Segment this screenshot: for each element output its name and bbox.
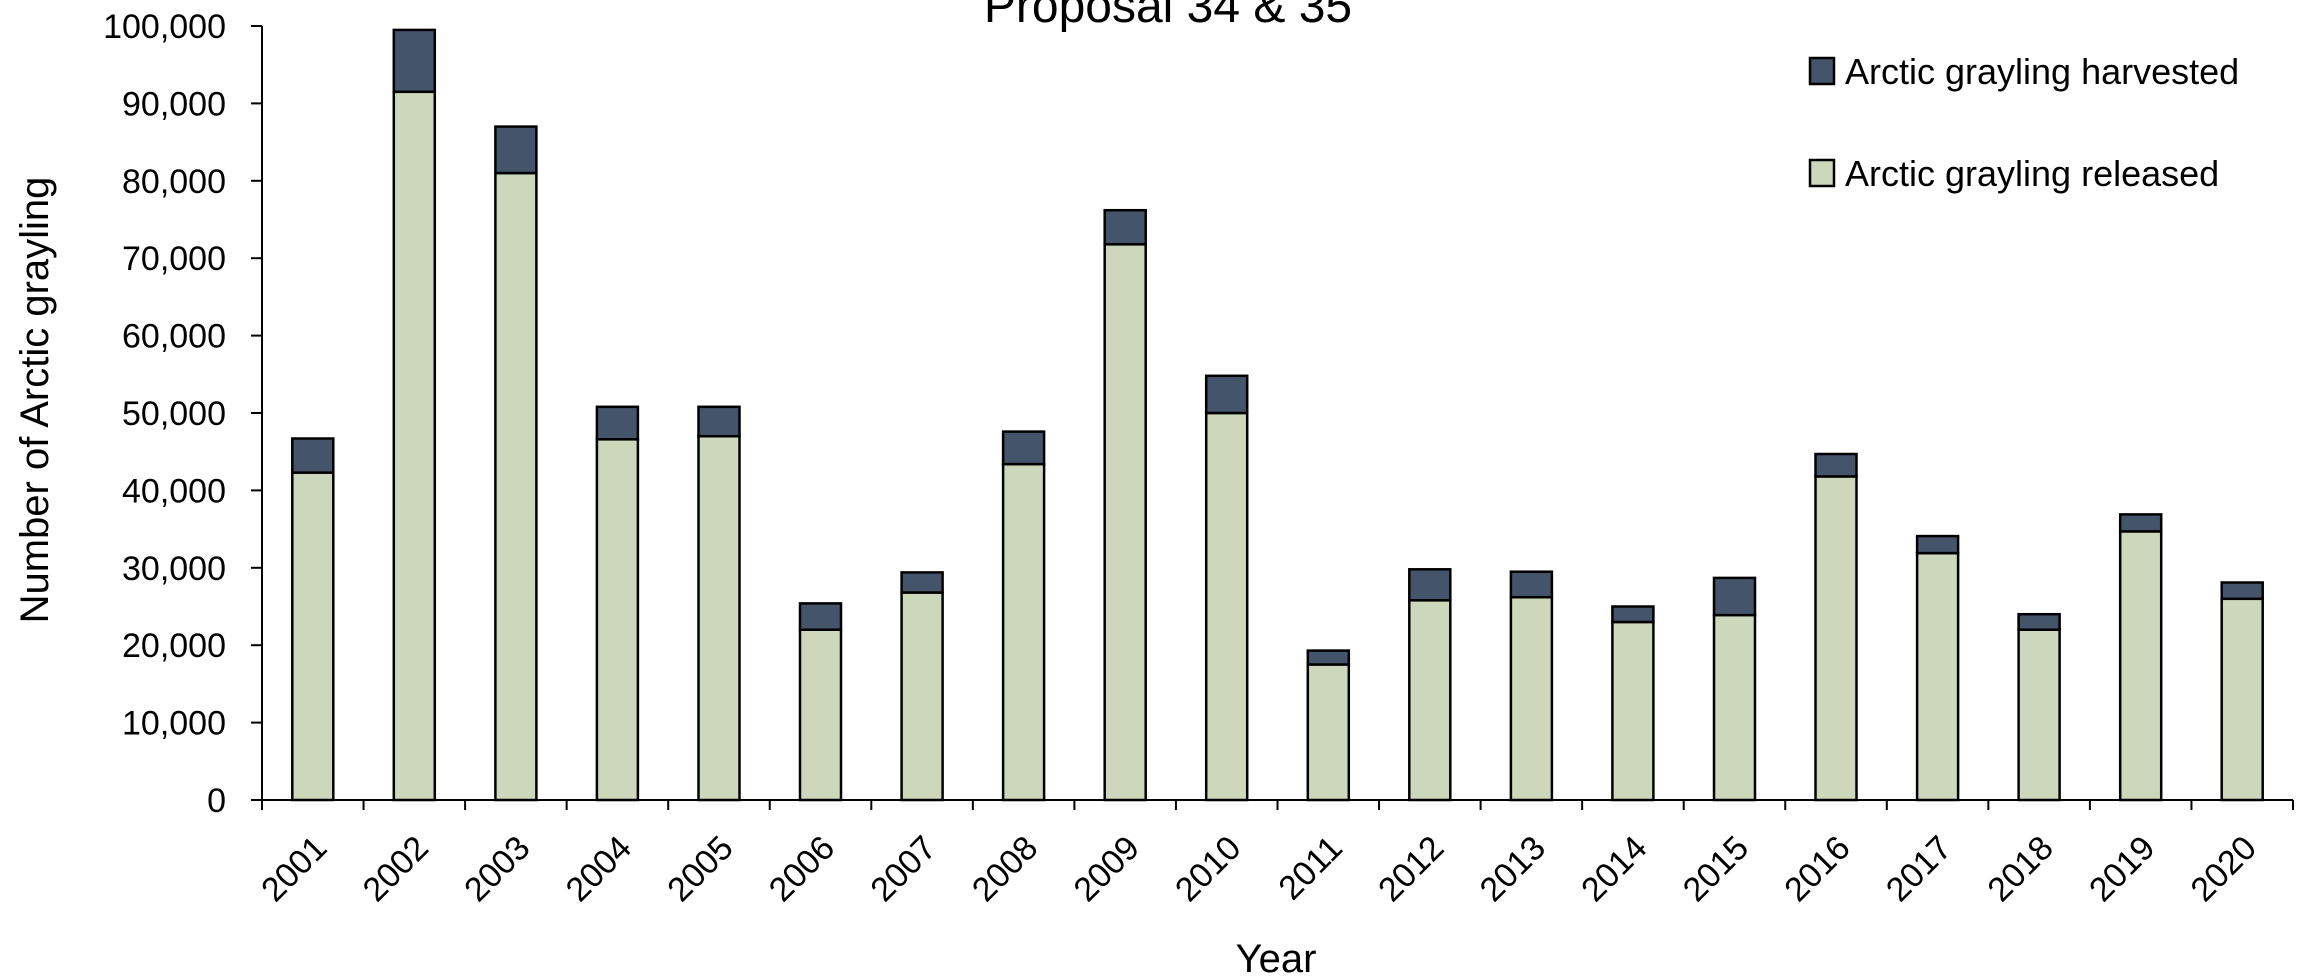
bar-released-2006	[798, 628, 843, 802]
x-tick-label-2008: 2008	[965, 829, 1045, 909]
y-tick-label-30000: 30,000	[122, 550, 226, 588]
bar-harvested-2014	[1611, 605, 1655, 624]
bar-harvested-2019	[2118, 513, 2163, 533]
y-tick-label-90000: 90,000	[122, 85, 226, 123]
x-tick-label-2018: 2018	[1980, 829, 2060, 909]
y-tick-label-10000: 10,000	[122, 705, 226, 743]
x-tick-label-2002: 2002	[356, 829, 436, 909]
bar-released-2001	[291, 471, 335, 802]
y-tick-label-60000: 60,000	[122, 318, 226, 356]
bar-harvested-2005	[697, 405, 741, 438]
x-tick-label-2006: 2006	[762, 829, 842, 909]
chart-title: Proposal 34 & 35	[984, 0, 1352, 33]
plot-area: 0 10,000 20,000 30,000 40,000 50,000 60,000 70,…	[103, 8, 2294, 909]
bar-harvested-2015	[1712, 576, 1757, 617]
legend-label-released: Arctic grayling released	[1845, 153, 2219, 194]
bar-released-2003	[494, 171, 538, 802]
bar-harvested-2001	[291, 437, 335, 474]
x-tick-label-2003: 2003	[457, 829, 537, 909]
bar-released-2011	[1306, 663, 1351, 802]
bar-released-2018	[2017, 628, 2061, 802]
y-tick-label-40000: 40,000	[122, 472, 226, 510]
y-tick-label-20000: 20,000	[122, 627, 226, 665]
bar-released-2016	[1814, 475, 1858, 802]
bar-harvested-2013	[1509, 570, 1554, 599]
bar-harvested-2006	[798, 602, 843, 631]
bar-harvested-2017	[1915, 534, 1960, 555]
bar-harvested-2018	[2017, 612, 2061, 631]
x-tick-label-2016: 2016	[1777, 829, 1857, 909]
x-tick-label-2020: 2020	[2184, 829, 2264, 909]
x-tick-label-2010: 2010	[1168, 829, 1248, 909]
y-tick-label-50000: 50,000	[122, 395, 226, 433]
bar-released-2015	[1712, 613, 1757, 802]
bar-harvested-2009	[1103, 208, 1147, 246]
x-tick-label-2011: 2011	[1271, 829, 1350, 908]
bar-harvested-2007	[900, 571, 944, 594]
bar-released-2017	[1915, 551, 1960, 802]
x-tick-label-2007: 2007	[863, 829, 943, 909]
x-tick-label-2004: 2004	[559, 829, 639, 909]
bar-harvested-2003	[494, 125, 538, 175]
x-tick-label-2019: 2019	[2082, 829, 2162, 909]
bar-harvested-2002	[392, 28, 437, 94]
x-axis-title: Year	[1236, 937, 1317, 980]
bar-released-2002	[392, 90, 437, 802]
y-axis-title: Number of Arctic grayling	[13, 177, 57, 624]
bar-released-2012	[1408, 599, 1452, 802]
legend: Arctic grayling harvested Arctic graylin…	[1808, 51, 2239, 194]
x-tick-label-2009: 2009	[1067, 829, 1147, 909]
bar-harvested-2020	[2220, 581, 2264, 601]
bar-harvested-2016	[1814, 452, 1858, 478]
bar-harvested-2011	[1306, 649, 1351, 666]
bar-released-2008	[1001, 462, 1046, 802]
y-tick-label-70000: 70,000	[122, 240, 226, 278]
x-tick-label-2014: 2014	[1574, 829, 1654, 909]
x-tick-label-2013: 2013	[1473, 829, 1553, 909]
x-tick-label-2017: 2017	[1879, 829, 1959, 909]
x-tick-label-2015: 2015	[1676, 829, 1756, 909]
bar-released-2005	[697, 434, 741, 802]
legend-swatch-harvested	[1808, 56, 1836, 86]
bar-harvested-2004	[595, 405, 640, 441]
legend-swatch-released	[1808, 158, 1836, 188]
y-tick-label-80000: 80,000	[122, 163, 226, 201]
bar-released-2004	[595, 438, 640, 802]
bar-released-2010	[1204, 411, 1249, 802]
bar-harvested-2012	[1408, 568, 1452, 602]
y-tick-label-0: 0	[207, 782, 226, 820]
legend-label-harvested: Arctic grayling harvested	[1845, 51, 2239, 92]
x-tick-label-2005: 2005	[660, 829, 740, 909]
x-tick-label-2001: 2001	[254, 829, 334, 909]
bar-released-2020	[2220, 597, 2264, 802]
bar-released-2007	[900, 591, 944, 802]
bar-released-2019	[2118, 530, 2163, 802]
bar-harvested-2008	[1001, 430, 1046, 466]
bar-released-2009	[1103, 243, 1147, 802]
x-tick-label-2012: 2012	[1371, 829, 1451, 909]
bar-released-2013	[1509, 595, 1554, 802]
bar-released-2014	[1611, 620, 1655, 802]
bar-harvested-2010	[1204, 374, 1249, 415]
y-tick-label-100000: 100,000	[103, 8, 226, 46]
